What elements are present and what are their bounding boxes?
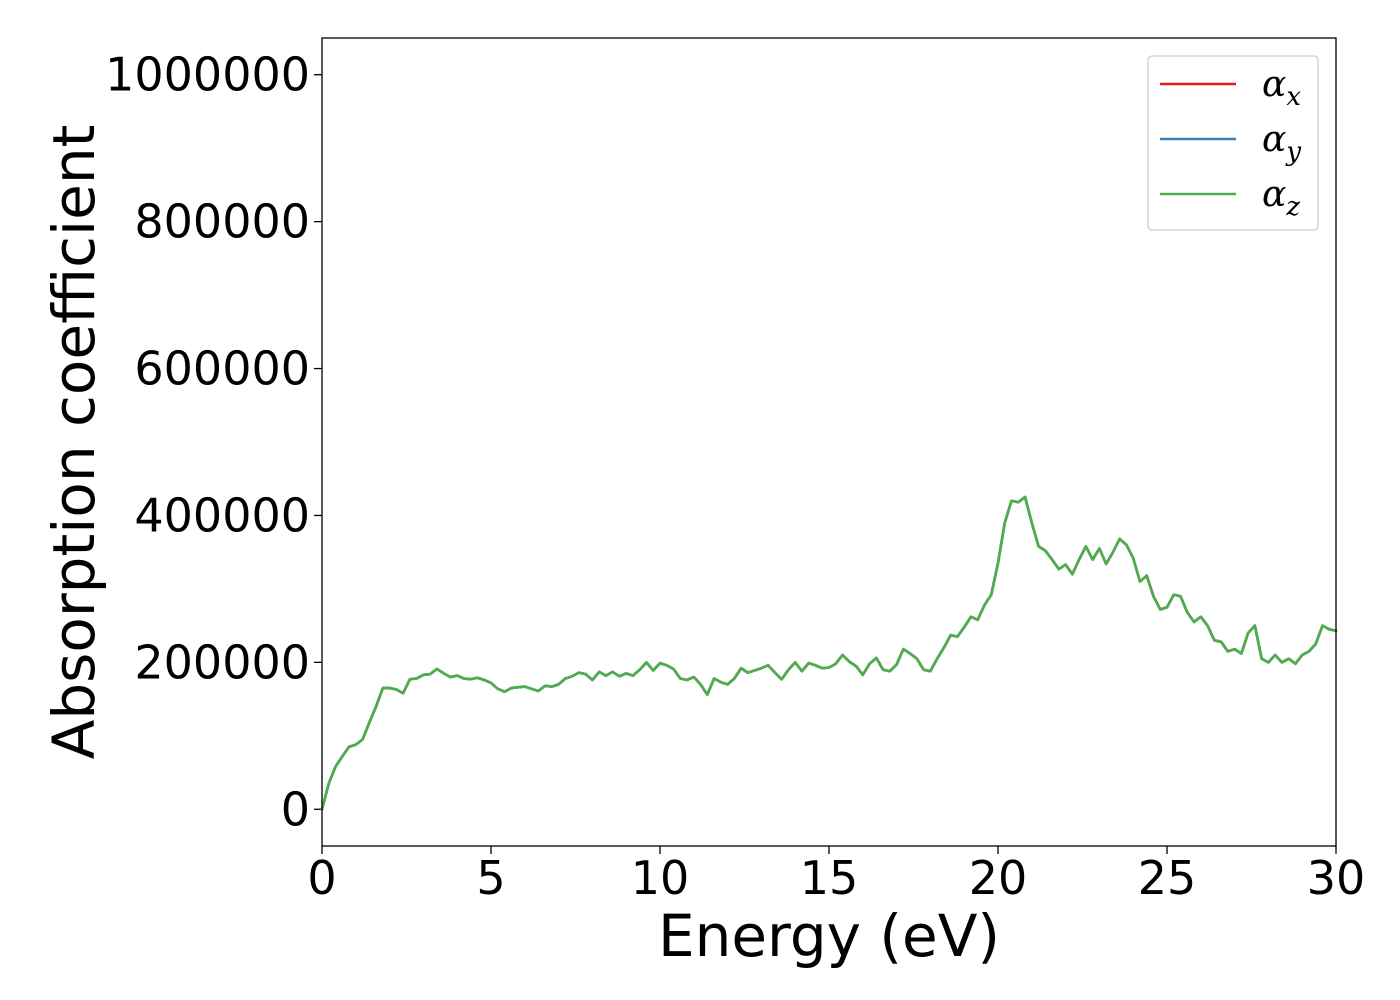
y-tick-label: 400000: [134, 488, 310, 542]
x-tick-label: 0: [307, 851, 336, 905]
ticks-layer: 0 5 10 15 20 25 30 0 200000 400000 600000 800000 100…: [105, 48, 1365, 905]
series-layer: [320, 495, 1338, 811]
legend-label-y: αy: [1262, 119, 1301, 167]
legend-subscript: z: [1285, 192, 1300, 222]
y-tick-label: 0: [281, 782, 310, 836]
legend-box: [1147, 55, 1319, 231]
series-line-x: [320, 495, 1338, 811]
legend-symbol: α: [1262, 119, 1286, 160]
legend-label-z: αz: [1262, 174, 1300, 222]
y-tick-label: 1000000: [105, 48, 310, 102]
series-line-y: [320, 495, 1338, 811]
x-tick-label: 25: [1138, 851, 1197, 905]
x-tick-label: 20: [969, 851, 1028, 905]
x-tick-label: 30: [1307, 851, 1366, 905]
y-tick-label: 800000: [134, 195, 310, 249]
plot-frame: [321, 37, 1337, 847]
x-tick-label: 5: [476, 851, 505, 905]
legend-symbol: α: [1262, 174, 1286, 215]
y-tick-label: 200000: [134, 635, 310, 689]
legend-subscript: x: [1286, 82, 1301, 112]
x-tick-label: 15: [800, 851, 859, 905]
series-line-z: [320, 495, 1338, 811]
legend-label-x: αx: [1262, 64, 1301, 112]
legend-subscript: y: [1285, 137, 1301, 167]
y-tick-label: 600000: [134, 342, 310, 396]
legend-symbol: α: [1262, 64, 1286, 105]
x-tick-label: 10: [631, 851, 690, 905]
y-axis-label: Absorption coefficient: [40, 125, 108, 760]
x-axis-label: Energy (eV): [658, 902, 1000, 970]
